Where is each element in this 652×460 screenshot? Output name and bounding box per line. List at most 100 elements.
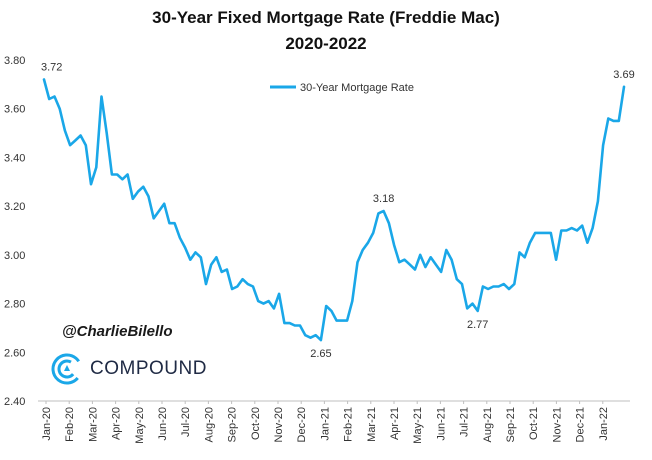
data-point [487, 288, 489, 290]
data-point [398, 261, 401, 263]
data-point [617, 120, 620, 122]
data-point [408, 263, 411, 266]
data-point [53, 95, 56, 98]
data-point [116, 173, 118, 176]
x-tick-label: Jan-22 [598, 407, 610, 441]
data-point [111, 173, 113, 176]
data-point [623, 85, 625, 88]
data-point [330, 310, 333, 312]
data-point [435, 263, 437, 266]
data-point [236, 285, 239, 288]
brand-name: COMPOUND [90, 358, 207, 379]
data-label: 2.77 [467, 319, 488, 331]
data-point [361, 249, 364, 251]
data-point [377, 212, 380, 215]
data-point [252, 285, 254, 288]
data-point [476, 310, 479, 312]
x-tick-label: Sep-20 [227, 407, 239, 442]
x-tick-label: May-20 [134, 407, 146, 444]
data-point [539, 232, 542, 234]
data-point [79, 134, 82, 137]
data-point [199, 256, 202, 259]
data-point [534, 232, 536, 234]
y-tick-label: 3.40 [4, 152, 25, 164]
chart-subtitle: 2020-2022 [285, 34, 367, 53]
data-point [503, 283, 505, 285]
data-point [560, 229, 563, 232]
data-point [74, 139, 77, 142]
data-point [424, 266, 427, 268]
data-point [231, 288, 233, 290]
data-point [220, 271, 223, 273]
x-tick-label: Mar-21 [366, 407, 378, 442]
data-point [121, 178, 124, 181]
data-point [513, 283, 516, 285]
data-point [283, 322, 286, 324]
y-tick-label: 2.40 [4, 396, 25, 408]
data-point [95, 166, 98, 168]
author-handle: @CharlieBilello [62, 323, 173, 340]
x-tick-label: Oct-21 [528, 407, 540, 440]
data-point [461, 283, 463, 285]
data-point [523, 256, 526, 259]
data-point [246, 283, 249, 285]
data-point [550, 232, 552, 234]
series-line-30yr-mortgage-rate [42, 78, 626, 342]
data-point [440, 271, 442, 273]
data-label: 3.72 [41, 61, 62, 73]
y-tick-label: 3.00 [4, 250, 25, 262]
data-point [43, 78, 45, 81]
x-tick-label: Jul-20 [180, 407, 192, 437]
data-point [429, 256, 432, 259]
data-point [278, 293, 280, 295]
x-tick-label: Sep-21 [505, 407, 517, 442]
x-tick-label: Oct-20 [250, 407, 262, 440]
data-point [320, 339, 322, 341]
data-point [267, 300, 270, 302]
data-point [356, 261, 359, 263]
data-point [597, 200, 599, 203]
x-tick-label: Nov-21 [551, 407, 563, 442]
data-point [69, 144, 71, 147]
data-point [414, 268, 416, 271]
data-point [419, 254, 422, 256]
data-point [314, 334, 317, 337]
data-point [445, 249, 448, 251]
data-point [184, 246, 186, 249]
data-label: 2.65 [310, 348, 331, 360]
data-point [335, 319, 338, 322]
data-point [393, 244, 395, 246]
data-point [194, 251, 197, 254]
data-point [168, 222, 171, 224]
data-point [299, 324, 301, 327]
x-tick-label: Apr-20 [111, 407, 123, 440]
x-tick-label: May-21 [412, 407, 424, 444]
data-point [152, 217, 155, 220]
x-tick-label: Jul-21 [459, 407, 471, 437]
x-tick-label: Dec-20 [296, 407, 308, 442]
data-point [273, 307, 275, 310]
data-point [372, 232, 374, 234]
data-point [215, 256, 218, 259]
y-tick-label: 3.60 [4, 104, 25, 116]
data-point [607, 117, 610, 120]
data-point [570, 227, 573, 229]
data-point [518, 251, 521, 254]
y-tick-label: 2.80 [4, 299, 25, 311]
data-label: 3.18 [373, 193, 394, 205]
data-point [137, 190, 139, 193]
x-tick-label: Dec-21 [575, 407, 587, 442]
data-point [471, 302, 474, 305]
data-point [602, 144, 604, 147]
data-point [555, 258, 557, 261]
data-point [257, 300, 260, 302]
data-point [346, 319, 348, 322]
x-tick-label: Feb-21 [343, 407, 355, 442]
data-point [309, 336, 312, 339]
data-point [85, 144, 87, 147]
data-point [466, 307, 469, 310]
x-tick-label: Nov-20 [273, 407, 285, 442]
data-point [591, 227, 594, 229]
data-point [90, 183, 92, 186]
data-point [450, 258, 453, 261]
